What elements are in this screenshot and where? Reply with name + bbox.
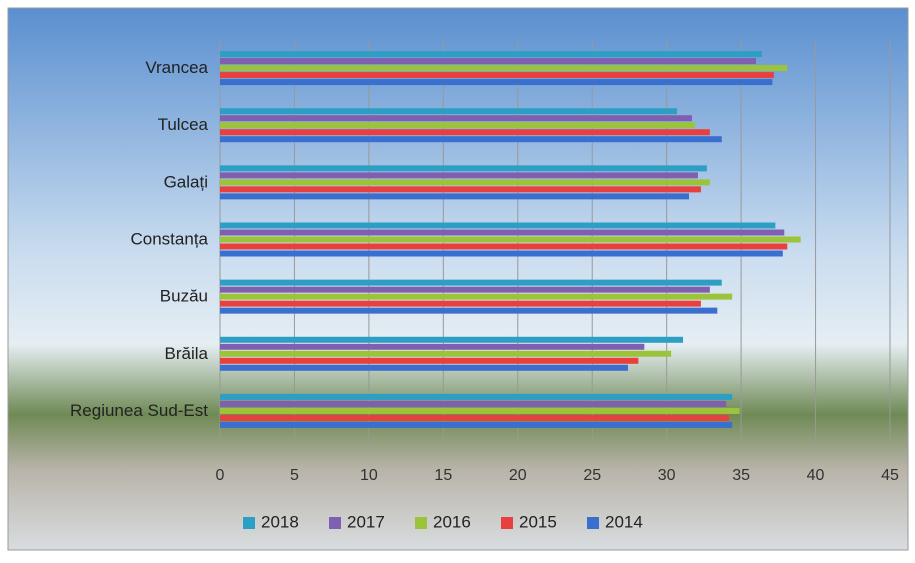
- bar: [220, 222, 776, 229]
- y-tick-label: Brăila: [165, 344, 209, 363]
- bar: [220, 193, 689, 200]
- bar: [220, 58, 756, 65]
- x-tick-label: 10: [360, 467, 378, 484]
- y-tick-label: Galați: [164, 172, 208, 191]
- y-tick-label: Tulcea: [158, 115, 209, 134]
- bar: [220, 279, 722, 286]
- x-tick-label: 20: [509, 467, 527, 484]
- bar: [220, 307, 718, 314]
- legend-label: 2014: [605, 512, 643, 531]
- bar: [220, 129, 710, 136]
- bar: [220, 364, 628, 371]
- bar: [220, 300, 701, 307]
- bar: [220, 336, 684, 343]
- legend-swatch: [587, 517, 599, 529]
- x-tick-label: 5: [290, 467, 299, 484]
- bar: [220, 186, 701, 193]
- x-tick-label: 40: [807, 467, 825, 484]
- x-tick-label: 30: [658, 467, 676, 484]
- bar: [220, 407, 740, 414]
- legend-label: 2016: [433, 512, 471, 531]
- x-tick-label: 25: [583, 467, 601, 484]
- bar: [220, 179, 710, 186]
- x-tick-label: 35: [732, 467, 750, 484]
- bar: [220, 414, 730, 421]
- y-tick-label: Constanța: [131, 229, 209, 248]
- bar: [220, 72, 774, 79]
- x-tick-label: 45: [881, 467, 899, 484]
- background: [7, 7, 909, 551]
- bar: [220, 51, 762, 58]
- bar: [220, 400, 727, 407]
- bar: [220, 65, 788, 72]
- bar: [220, 136, 722, 143]
- legend-swatch: [243, 517, 255, 529]
- bar: [220, 172, 698, 179]
- bar: [220, 115, 692, 122]
- bar: [220, 122, 695, 129]
- bar: [220, 421, 733, 428]
- bar: [220, 79, 773, 86]
- bar: [220, 108, 678, 115]
- bar: [220, 250, 783, 257]
- x-tick-label: 15: [434, 467, 452, 484]
- y-tick-label: Regiunea Sud-Est: [70, 401, 208, 420]
- legend-label: 2017: [347, 512, 385, 531]
- bar: [220, 350, 672, 357]
- bar: [220, 357, 639, 364]
- bar: [220, 236, 801, 243]
- legend-label: 2018: [261, 512, 299, 531]
- bar: [220, 243, 788, 250]
- x-tick-label: 0: [216, 467, 225, 484]
- legend-label: 2015: [519, 512, 557, 531]
- bar: [220, 393, 733, 400]
- legend-swatch: [501, 517, 513, 529]
- bar: [220, 293, 733, 300]
- legend-swatch: [329, 517, 341, 529]
- bar: [220, 229, 785, 236]
- bar: [220, 165, 707, 172]
- bar: [220, 343, 645, 350]
- y-tick-label: Vrancea: [145, 58, 208, 77]
- y-tick-label: Buzău: [160, 287, 208, 306]
- legend-swatch: [415, 517, 427, 529]
- bar: [220, 286, 710, 293]
